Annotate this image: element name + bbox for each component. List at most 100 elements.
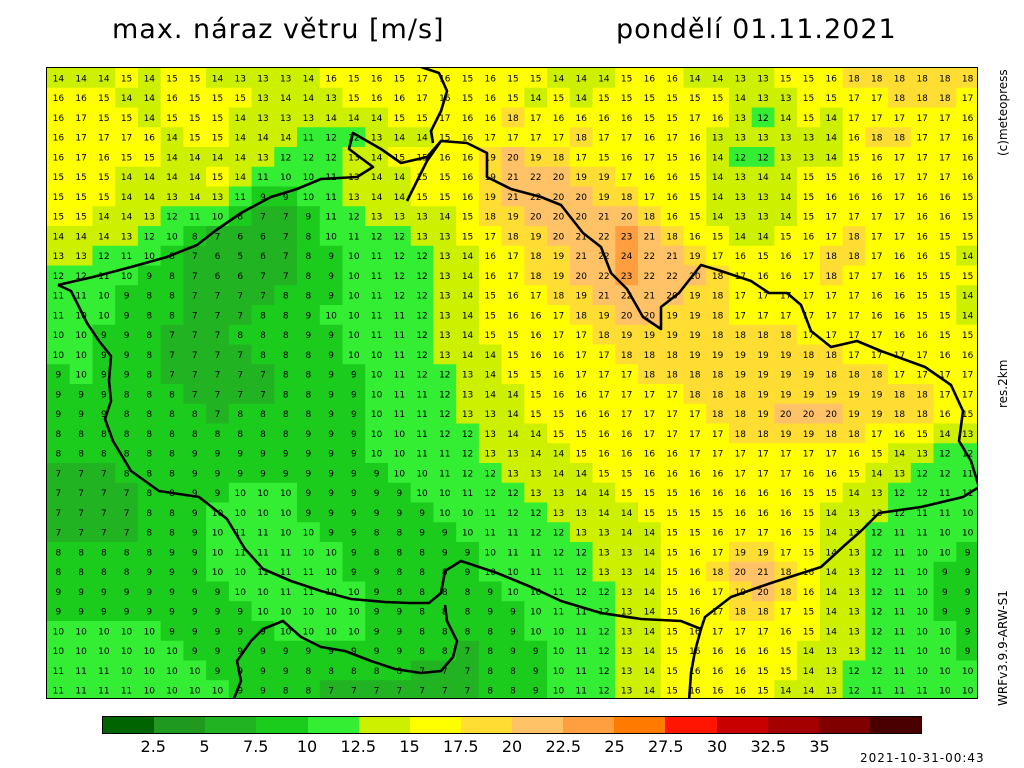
gust-value-label: 11 xyxy=(462,489,473,499)
gust-value-label: 10 xyxy=(348,627,360,637)
gust-value-label: 21 xyxy=(598,213,609,223)
gust-value-label: 11 xyxy=(553,608,564,618)
gust-value-label: 15 xyxy=(394,74,405,84)
gust-value-label: 20 xyxy=(507,153,519,163)
gust-value-label: 17 xyxy=(712,450,723,460)
gust-value-label: 9 xyxy=(146,608,152,618)
gust-value-label: 13 xyxy=(575,529,586,539)
gust-value-label: 14 xyxy=(712,153,724,163)
gust-value-label: 14 xyxy=(780,193,792,203)
gust-cell xyxy=(274,206,298,227)
gust-cell xyxy=(115,87,139,109)
gust-value-label: 16 xyxy=(803,588,815,598)
gust-value-label: 7 xyxy=(192,390,198,400)
gust-value-label: 13 xyxy=(507,450,518,460)
gust-value-label: 13 xyxy=(485,430,496,440)
gust-value-label: 17 xyxy=(689,430,700,440)
gust-value-label: 9 xyxy=(192,608,198,618)
gust-value-label: 9 xyxy=(374,489,380,499)
gust-value-label: 14 xyxy=(553,74,565,84)
gust-value-label: 14 xyxy=(644,627,656,637)
gust-cell xyxy=(683,147,707,168)
gust-value-label: 15 xyxy=(803,114,814,124)
gust-cell xyxy=(478,127,503,148)
gust-value-label: 10 xyxy=(212,213,224,223)
gust-value-label: 10 xyxy=(144,647,156,657)
gust-cell xyxy=(274,265,298,286)
gust-value-label: 21 xyxy=(598,292,609,302)
gust-value-label: 16 xyxy=(553,390,565,400)
gust-cell xyxy=(501,87,525,109)
gust-value-label: 16 xyxy=(553,371,565,381)
gust-value-label: 9 xyxy=(328,390,334,400)
gust-cell xyxy=(137,206,162,227)
gust-cell xyxy=(592,87,616,109)
gust-value-label: 9 xyxy=(351,390,357,400)
gust-cell xyxy=(501,107,525,128)
gust-cell xyxy=(410,265,435,286)
gust-value-label: 10 xyxy=(416,469,428,479)
gust-value-label: 11 xyxy=(394,390,405,400)
gust-value-label: 12 xyxy=(485,489,496,499)
gust-value-label: 16 xyxy=(848,134,860,144)
gust-value-label: 10 xyxy=(98,647,110,657)
gust-value-label: 17 xyxy=(916,114,927,124)
gust-value-label: 14 xyxy=(598,489,610,499)
gust-cell xyxy=(797,226,821,247)
gust-value-label: 16 xyxy=(962,173,974,183)
gust-value-label: 16 xyxy=(894,331,906,341)
copyright-label: (c)meteopress xyxy=(996,69,1010,156)
gust-value-label: 15 xyxy=(439,193,450,203)
gust-cell xyxy=(69,127,94,148)
gust-value-label: 10 xyxy=(371,371,383,381)
gust-value-label: 10 xyxy=(325,232,337,242)
gust-cell xyxy=(456,68,480,89)
gust-cell xyxy=(728,107,753,128)
gust-cell xyxy=(524,127,548,148)
gust-value-label: 15 xyxy=(871,450,882,460)
gust-cell xyxy=(956,166,977,188)
gust-value-label: 15 xyxy=(666,548,677,558)
gust-value-label: 9 xyxy=(306,489,312,499)
gust-value-label: 15 xyxy=(826,173,837,183)
gust-value-label: 10 xyxy=(257,509,269,519)
gust-value-label: 17 xyxy=(848,331,859,341)
gust-value-label: 11 xyxy=(394,371,405,381)
gust-value-label: 8 xyxy=(419,588,425,598)
gust-cell xyxy=(592,147,616,168)
gust-value-label: 12 xyxy=(757,153,768,163)
gust-cell xyxy=(797,186,821,207)
gust-value-label: 8 xyxy=(510,667,516,677)
gust-value-label: 9 xyxy=(169,548,175,558)
gust-value-label: 10 xyxy=(439,489,451,499)
gust-value-label: 7 xyxy=(328,687,334,697)
gust-value-label: 15 xyxy=(848,469,859,479)
legend-swatch xyxy=(154,717,206,733)
gust-value-label: 13 xyxy=(712,134,723,144)
legend-tick-label: 25 xyxy=(604,737,625,756)
gust-value-label: 13 xyxy=(325,94,336,104)
gust-value-label: 18 xyxy=(666,232,678,242)
gust-value-label: 9 xyxy=(942,588,948,598)
gust-cell xyxy=(456,107,480,128)
gust-value-label: 14 xyxy=(371,153,383,163)
gust-value-label: 15 xyxy=(98,173,109,183)
gust-value-label: 12 xyxy=(871,548,882,558)
gust-value-label: 16 xyxy=(871,153,883,163)
gust-value-label: 17 xyxy=(485,134,496,144)
gust-value-label: 14 xyxy=(644,608,656,618)
gust-cell xyxy=(456,87,480,109)
gust-cell xyxy=(160,127,184,148)
gust-value-label: 11 xyxy=(507,548,518,558)
gust-value-label: 8 xyxy=(283,371,289,381)
legend-tick-label: 12.5 xyxy=(340,737,377,756)
gust-value-label: 10 xyxy=(53,647,65,657)
gust-cell xyxy=(842,147,866,168)
gust-cell xyxy=(956,68,977,89)
gust-cell xyxy=(92,226,116,247)
gust-value-label: 15 xyxy=(962,272,973,282)
gust-cell xyxy=(956,107,977,128)
gust-cell xyxy=(569,226,594,247)
gust-cell xyxy=(410,68,435,89)
gust-value-label: 14 xyxy=(416,134,428,144)
